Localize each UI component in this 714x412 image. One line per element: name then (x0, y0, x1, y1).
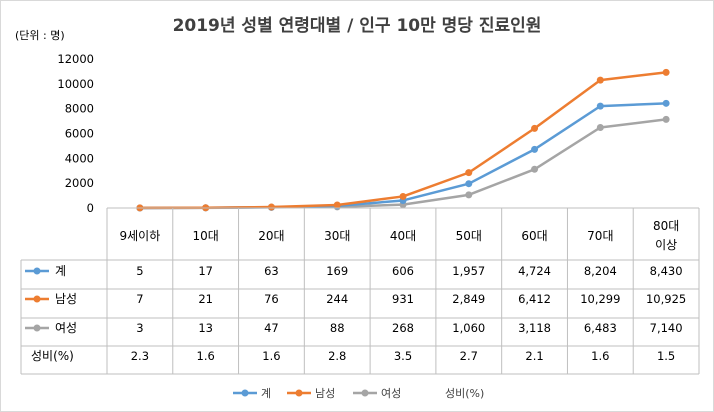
category-label: 30대 (324, 229, 350, 243)
data-point (662, 115, 670, 123)
y-tick-label: 8000 (65, 102, 94, 116)
table-cell: 2.7 (460, 349, 478, 363)
data-point (596, 76, 604, 84)
row-label: 성비(%) (31, 349, 74, 363)
legend-label: 성비(%) (445, 387, 484, 400)
legend-marker (361, 389, 369, 397)
table-cell: 3,118 (518, 321, 551, 335)
row-legend-marker (33, 324, 41, 332)
row-label: 계 (55, 264, 66, 278)
data-point (465, 180, 473, 188)
category-label: 20대 (258, 229, 284, 243)
table-cell: 1,060 (452, 321, 485, 335)
series-line (139, 102, 667, 210)
legend-label: 계 (261, 387, 271, 400)
row-legend-marker (33, 267, 41, 275)
unit-label: (단위 : 명) (15, 29, 65, 42)
data-point (596, 102, 604, 110)
data-point (596, 124, 604, 132)
legend-label: 남성 (315, 387, 335, 400)
legend-marker (295, 389, 303, 397)
table-cell: 7,140 (650, 321, 683, 335)
category-label-line: 이상 (655, 238, 677, 252)
data-point (662, 99, 670, 107)
table-cell: 63 (264, 264, 279, 278)
y-tick-label: 4000 (65, 151, 94, 165)
row-label: 여성 (55, 321, 77, 335)
table-cell: 1.6 (591, 349, 609, 363)
legend-label: 여성 (381, 387, 401, 400)
chart-title: 2019년 성별 연령대별 / 인구 10만 명당 진료인원 (173, 15, 542, 36)
table-cell: 931 (392, 292, 414, 306)
table-cell: 1.6 (197, 349, 215, 363)
table-cell: 2.8 (328, 349, 346, 363)
row-label: 남성 (55, 292, 77, 306)
data-point (531, 124, 539, 132)
table-cell: 2.1 (525, 349, 543, 363)
table-cell: 1.5 (657, 349, 675, 363)
table-cell: 13 (198, 321, 213, 335)
data-point (267, 203, 275, 211)
table-cell: 169 (326, 264, 348, 278)
data-point (531, 145, 539, 153)
table-cell: 17 (198, 264, 213, 278)
data-point (531, 165, 539, 173)
category-label: 9세이하 (120, 229, 161, 243)
table-cell: 1,957 (452, 264, 485, 278)
data-point (662, 68, 670, 76)
data-point (333, 201, 341, 209)
y-tick-label: 0 (87, 201, 94, 215)
table-cell: 4,724 (518, 264, 551, 278)
legend-marker (241, 389, 249, 397)
table-cell: 7 (136, 292, 143, 306)
table-cell: 2.3 (131, 349, 149, 363)
table-cell: 88 (330, 321, 345, 335)
table-cell: 76 (264, 292, 279, 306)
data-point (399, 192, 407, 200)
y-tick-label: 12000 (57, 52, 94, 66)
table-cell: 10,925 (646, 292, 686, 306)
category-label: 60대 (521, 229, 547, 243)
category-label: 50대 (456, 229, 482, 243)
table-cell: 2,849 (452, 292, 485, 306)
data-point (465, 169, 473, 177)
table-cell: 1.6 (262, 349, 280, 363)
table-cell: 8,430 (650, 264, 683, 278)
table-cell: 268 (392, 321, 414, 335)
category-label-line: 80대 (653, 219, 679, 233)
y-tick-label: 2000 (65, 176, 94, 190)
row-legend-marker (33, 295, 41, 303)
y-tick-label: 6000 (65, 127, 94, 141)
table-cell: 3 (136, 321, 143, 335)
category-label: 70대 (587, 229, 613, 243)
table-cell: 47 (264, 321, 279, 335)
table-cell: 3.5 (394, 349, 412, 363)
category-label: 10대 (193, 229, 219, 243)
data-point (465, 191, 473, 199)
series-line (139, 71, 667, 210)
y-tick-label: 10000 (57, 77, 94, 91)
table-cell: 5 (136, 264, 143, 278)
table-cell: 10,299 (580, 292, 620, 306)
table-cell: 21 (198, 292, 213, 306)
table-cell: 606 (392, 264, 414, 278)
table-cell: 244 (326, 292, 348, 306)
table-cell: 6,412 (518, 292, 551, 306)
table-cell: 6,483 (584, 321, 617, 335)
category-label: 40대 (390, 229, 416, 243)
table-cell: 8,204 (584, 264, 617, 278)
